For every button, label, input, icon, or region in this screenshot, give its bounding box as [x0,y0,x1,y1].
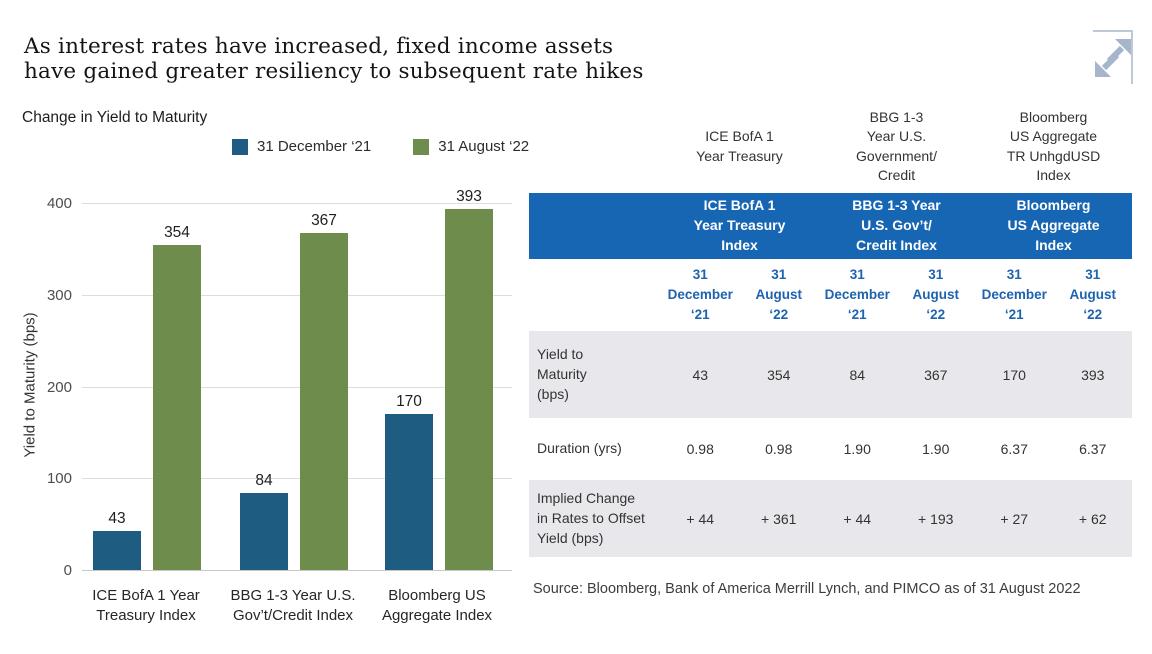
bar-value-label: 43 [108,510,126,527]
legend-item-aug22: 31 August ‘22 [413,138,529,155]
bar-value-label: 393 [456,188,482,205]
chart-title: Change in Yield to Maturity [22,109,208,126]
expand-arrows-icon [1095,39,1131,77]
table-row-duration: Duration (yrs) 0.98 0.98 1.90 1.90 6.37 … [529,418,1132,480]
expand-button[interactable] [1093,30,1133,84]
yield-data-table: ICE BofA 1 Year Treasury BBG 1-3 Year U.… [529,108,1132,558]
table-cell: 0.98 [686,441,714,458]
table-cell: 1.90 [843,441,871,458]
table-cell: 393 [1053,331,1132,419]
date-header: 31 August ‘22 [1053,259,1132,332]
date-header: 31 December ‘21 [661,259,740,332]
bar-group-bloomberg-agg: 170 393 [385,188,493,570]
table-cell: 354 [739,331,818,419]
y-tick-label: 0 [63,562,72,579]
pre-header-ice-bofa: ICE BofA 1 Year Treasury [696,128,783,164]
date-header: 31 August ‘22 [739,259,818,332]
table-date-header-row: 31 December ‘21 31 August ‘22 31 Decembe… [529,259,1132,332]
date-header: 31 December ‘21 [818,259,897,332]
gridline-300: 300 [47,287,512,304]
row-label: Implied Change in Rates to Offset Yield … [529,480,661,558]
x-axis-line: 0 [64,562,512,579]
legend-label: 31 August ‘22 [438,138,530,155]
pre-header-bbg: BBG 1-3 Year U.S. Government/ Credit [856,109,937,183]
empty-cell [529,108,661,193]
y-tick-label: 300 [46,286,72,304]
row-label: Yield to Maturity (bps) [529,331,661,419]
table-cell: + 361 [739,480,818,558]
table-row-yield-to-maturity: Yield to Maturity (bps) 43 354 84 367 17… [529,331,1132,419]
gridline-200: 200 [47,379,512,396]
bar-dec21-ice-bofa: 43 [93,510,141,570]
table-row-implied-change: Implied Change in Rates to Offset Yield … [529,480,1132,558]
x-category-label-bbg: BBG 1-3 Year U.S. Gov’t/Credit Index [230,587,356,625]
date-header: 31 August ‘22 [896,259,975,332]
bar-value-label: 84 [255,472,273,489]
bar-aug22-bbg: 367 [300,212,348,570]
legend-swatch-dec21 [232,138,248,155]
bar-group-ice-bofa: 43 354 [93,203,201,570]
table-cell: 6.37 [1079,441,1107,458]
table-cell: 0.98 [765,441,793,458]
group-header-ice-bofa: ICE BofA 1 Year Treasury Index [661,193,818,260]
bar-aug22-agg: 393 [445,188,493,570]
date-header: 31 December ‘21 [975,259,1054,332]
table-cell: + 62 [1053,480,1132,558]
y-axis-title: Yield to Maturity (bps) [21,312,39,458]
empty-header-cell [529,193,661,260]
table-cell: 6.37 [1000,441,1028,458]
table-cell: + 27 [975,480,1054,558]
bar-group-bbg-1-3: 84 367 [240,203,348,570]
y-tick-label: 100 [46,470,72,488]
group-header-bbg: BBG 1-3 Year U.S. Gov’t/ Credit Index [818,193,975,260]
table-pre-header-row: ICE BofA 1 Year Treasury BBG 1-3 Year U.… [529,108,1132,193]
table-cell: 1.90 [922,441,950,458]
legend-swatch-aug22 [413,138,430,155]
y-tick-label: 400 [46,195,72,212]
empty-cell [529,259,661,332]
table-cell: + 44 [661,480,740,558]
table-cell: 84 [818,331,897,419]
bar-value-label: 170 [396,393,422,410]
page-title: As interest rates have increased, fixed … [24,34,644,84]
bar-value-label: 354 [164,224,190,241]
bar-value-label: 367 [311,212,337,229]
y-tick-label: 200 [46,378,72,396]
row-label: Duration (yrs) [537,440,622,457]
legend-label: 31 December ‘21 [257,138,372,155]
group-header-bloomberg: Bloomberg US Aggregate Index [975,193,1132,260]
table-group-header-row: ICE BofA 1 Year Treasury Index BBG 1-3 Y… [529,193,1132,260]
bar-chart-plot-area: 400 300 200 100 0 43 354 84 367 170 393 [47,188,512,579]
bar-aug22-ice-bofa: 354 [153,224,201,570]
bar-dec21-bbg: 84 [240,472,288,570]
x-category-label-agg: Bloomberg US Aggregate Index [381,587,493,625]
table-cell: 170 [975,331,1054,419]
pre-header-bloomberg: Bloomberg US Aggregate TR UnhgdUSD Index [1006,109,1101,183]
gridline-400: 400 [47,195,512,212]
table-cell: + 193 [896,480,975,558]
bar-dec21-agg: 170 [385,393,433,570]
chart-legend: 31 December ‘21 31 August ‘22 [232,138,529,155]
source-note: Source: Bloomberg, Bank of America Merri… [533,581,1081,597]
table-cell: 43 [661,331,740,419]
x-category-label-ice-bofa: ICE BofA 1 Year Treasury Index [92,587,200,625]
table-cell: + 44 [818,480,897,558]
legend-item-dec21: 31 December ‘21 [232,138,371,155]
table-cell: 367 [896,331,975,419]
gridline-100: 100 [47,470,512,487]
